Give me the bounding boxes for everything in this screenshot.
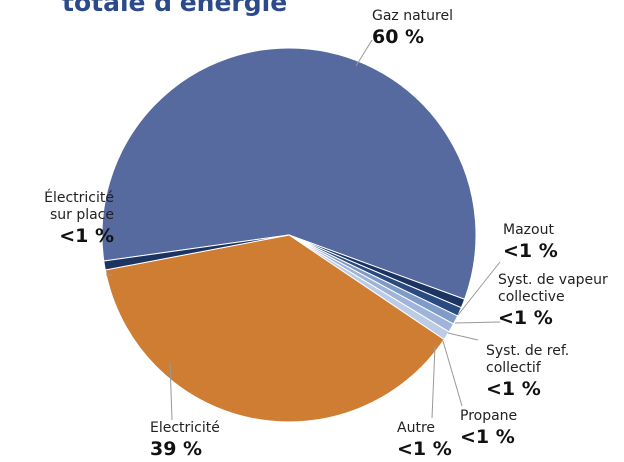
- slice-label: Syst. de vapeur collective <1 %: [498, 272, 618, 330]
- leader-line: [442, 340, 463, 407]
- slice-label: Électricité sur place <1 %: [30, 190, 114, 248]
- slice-name: Propane: [460, 408, 518, 424]
- slice-label: Autre <1 %: [397, 420, 457, 461]
- slice-name: Mazout: [503, 222, 554, 238]
- leader-line: [454, 321, 501, 324]
- slice-value: <1 %: [498, 307, 553, 329]
- pie-slice: [103, 234, 290, 271]
- chart-title: totale d'énergie: [62, 0, 288, 17]
- slice-label: Syst. de ref. collectif <1 %: [486, 343, 581, 401]
- slice-value: <1 %: [397, 438, 452, 460]
- pie-slice: [104, 234, 445, 423]
- slice-label: Mazout <1 %: [503, 222, 613, 263]
- slice-label: Gaz naturel 60 %: [372, 8, 492, 49]
- slice-name: Electricité: [150, 420, 220, 436]
- slice-name: Syst. de ref. collectif: [486, 343, 570, 376]
- leader-line: [431, 345, 436, 419]
- slice-value: 39 %: [150, 438, 203, 460]
- slice-label: Electricité 39 %: [150, 420, 250, 461]
- leader-line: [457, 261, 501, 316]
- leader-line: [447, 332, 479, 341]
- slice-value: <1 %: [503, 240, 558, 262]
- slice-name: Gaz naturel: [372, 8, 453, 24]
- slice-name: Autre: [397, 420, 436, 436]
- pie-slice: [101, 47, 477, 300]
- slice-name: Syst. de vapeur collective: [498, 272, 608, 305]
- leader-line: [169, 361, 173, 421]
- leader-line: [355, 39, 373, 67]
- slice-value: <1 %: [486, 378, 541, 400]
- slice-value: 60 %: [372, 26, 425, 48]
- slice-value: <1 %: [59, 225, 114, 247]
- slice-label: Propane <1 %: [460, 408, 550, 449]
- slice-value: <1 %: [460, 426, 515, 448]
- slice-name: Électricité sur place: [44, 190, 114, 223]
